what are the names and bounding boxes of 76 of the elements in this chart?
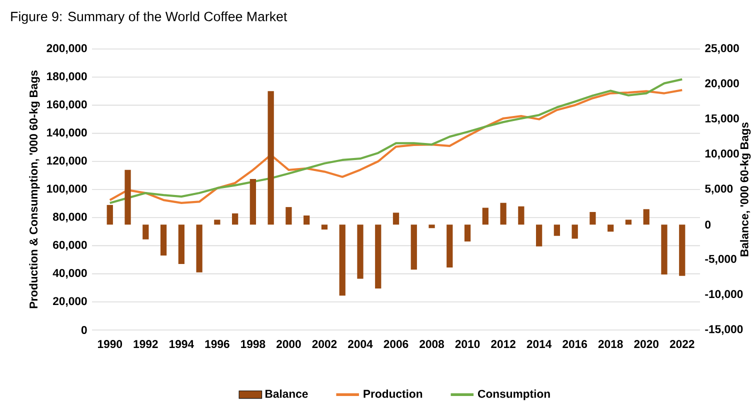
y2-tick-label: 15,000 <box>705 114 739 124</box>
bar <box>428 224 435 228</box>
bar <box>679 224 686 276</box>
y-tick-label: 0 <box>81 326 87 334</box>
y2-tick-label: 25,000 <box>705 44 739 54</box>
bar <box>482 208 488 225</box>
bar <box>214 220 220 225</box>
chart-title: Figure 9: Summary of the World Coffee Market <box>11 11 288 24</box>
y-tick-label: 180,000 <box>47 72 87 82</box>
bar <box>124 170 131 225</box>
bar <box>268 91 274 225</box>
bar <box>196 224 202 272</box>
bar <box>178 224 184 264</box>
bar <box>625 220 632 225</box>
x-tick-label: 2002 <box>312 340 337 348</box>
x-tick-label: 1990 <box>98 340 122 348</box>
bar <box>590 212 596 225</box>
x-tick-label: 1996 <box>205 340 230 348</box>
bar <box>250 178 256 225</box>
y2-tick-label: -10,000 <box>705 290 743 300</box>
x-tick-label: 1998 <box>241 340 266 348</box>
bar <box>339 224 346 296</box>
x-tick-label: 2004 <box>348 340 373 348</box>
bar <box>554 224 560 236</box>
x-tick-label: 2020 <box>634 340 658 348</box>
bar <box>375 224 382 289</box>
bar <box>142 224 149 240</box>
y-tick-label: 100,000 <box>47 184 87 194</box>
legend-label: Balance <box>265 390 308 398</box>
x-tick-label: 1994 <box>170 340 194 348</box>
bar <box>536 224 542 246</box>
legend-label: Production <box>364 390 422 398</box>
bar <box>572 224 578 239</box>
bar <box>321 224 328 230</box>
bar <box>160 224 167 256</box>
bar <box>643 209 650 225</box>
x-tick-label: 2000 <box>276 340 301 348</box>
x-tick-label: 2018 <box>598 340 623 348</box>
y2-axis-title: Balance, '000 60-kg Bags <box>740 122 751 256</box>
y2-tick-label: 10,000 <box>705 150 739 160</box>
y-tick-label: 40,000 <box>52 268 87 279</box>
y-tick-label: 120,000 <box>47 156 87 166</box>
y2-tick-label: 5,000 <box>705 184 733 194</box>
x-tick-label: 2022 <box>670 340 694 348</box>
legend-label: Consumption <box>478 390 550 400</box>
y-tick-label: 20,000 <box>53 297 87 307</box>
bar <box>286 207 292 225</box>
x-tick-label: 2010 <box>455 340 480 348</box>
y-axis-title: Production & Consumption, '000 60-kg Bags <box>29 70 40 308</box>
bar <box>410 224 417 270</box>
y2-tick-label: -15,000 <box>705 325 743 335</box>
x-tick-label: 2016 <box>562 340 588 348</box>
bar <box>661 224 668 274</box>
x-tick-label: 2014 <box>526 340 552 348</box>
y-tick-label: 80,000 <box>52 212 87 222</box>
y2-tick-label: 20,000 <box>705 79 739 89</box>
bar <box>446 224 453 268</box>
bar <box>232 213 238 225</box>
y-tick-label: 200,000 <box>46 44 87 54</box>
bar <box>500 202 506 225</box>
y-tick-label: 160,000 <box>47 100 87 110</box>
bar <box>357 224 364 279</box>
x-tick-label: 2008 <box>420 340 444 348</box>
bar <box>106 204 113 225</box>
bar <box>392 212 400 225</box>
y-tick-label: 140,000 <box>47 128 87 138</box>
bar <box>608 224 614 232</box>
bar <box>518 206 524 225</box>
y2-tick-label: -5,000 <box>705 254 736 265</box>
x-tick-label: 1992 <box>134 340 158 348</box>
y2-tick-label: 0 <box>705 220 711 229</box>
y-tick-label: 60,000 <box>53 240 87 251</box>
bar <box>464 224 471 242</box>
x-tick-label: 2006 <box>384 340 408 348</box>
x-tick-label: 2012 <box>491 340 516 348</box>
bar <box>304 215 310 225</box>
